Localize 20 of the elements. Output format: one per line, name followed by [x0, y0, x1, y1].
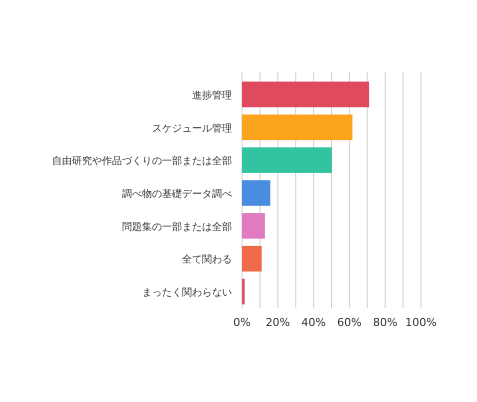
- x-tick-label: 100%: [405, 316, 437, 329]
- x-tick-label: 40%: [301, 316, 326, 329]
- y-tick-label: 自由研究や作品づくりの一部または全部: [52, 155, 232, 168]
- bar: [242, 213, 265, 239]
- bar: [242, 180, 270, 206]
- y-tick-label: 問題集の一部または全部: [122, 220, 232, 233]
- x-tick-label: 60%: [337, 316, 362, 329]
- y-tick-label: 調べ物の基礎データ調べ: [122, 188, 232, 200]
- y-tick-label: スケジュール管理: [152, 123, 232, 134]
- x-tick-label: 20%: [266, 316, 290, 329]
- y-tick-label: まったく関わらない: [142, 288, 232, 299]
- bar: [242, 114, 352, 140]
- bar: [242, 246, 262, 272]
- bar: [242, 278, 245, 304]
- x-tick-label: 80%: [372, 316, 398, 329]
- y-tick-label: 進捗管理: [192, 89, 232, 102]
- bar: [242, 82, 370, 108]
- y-tick-label: 全て関わる: [182, 254, 232, 266]
- x-tick-label: 0%: [233, 316, 251, 329]
- bar: [242, 147, 332, 173]
